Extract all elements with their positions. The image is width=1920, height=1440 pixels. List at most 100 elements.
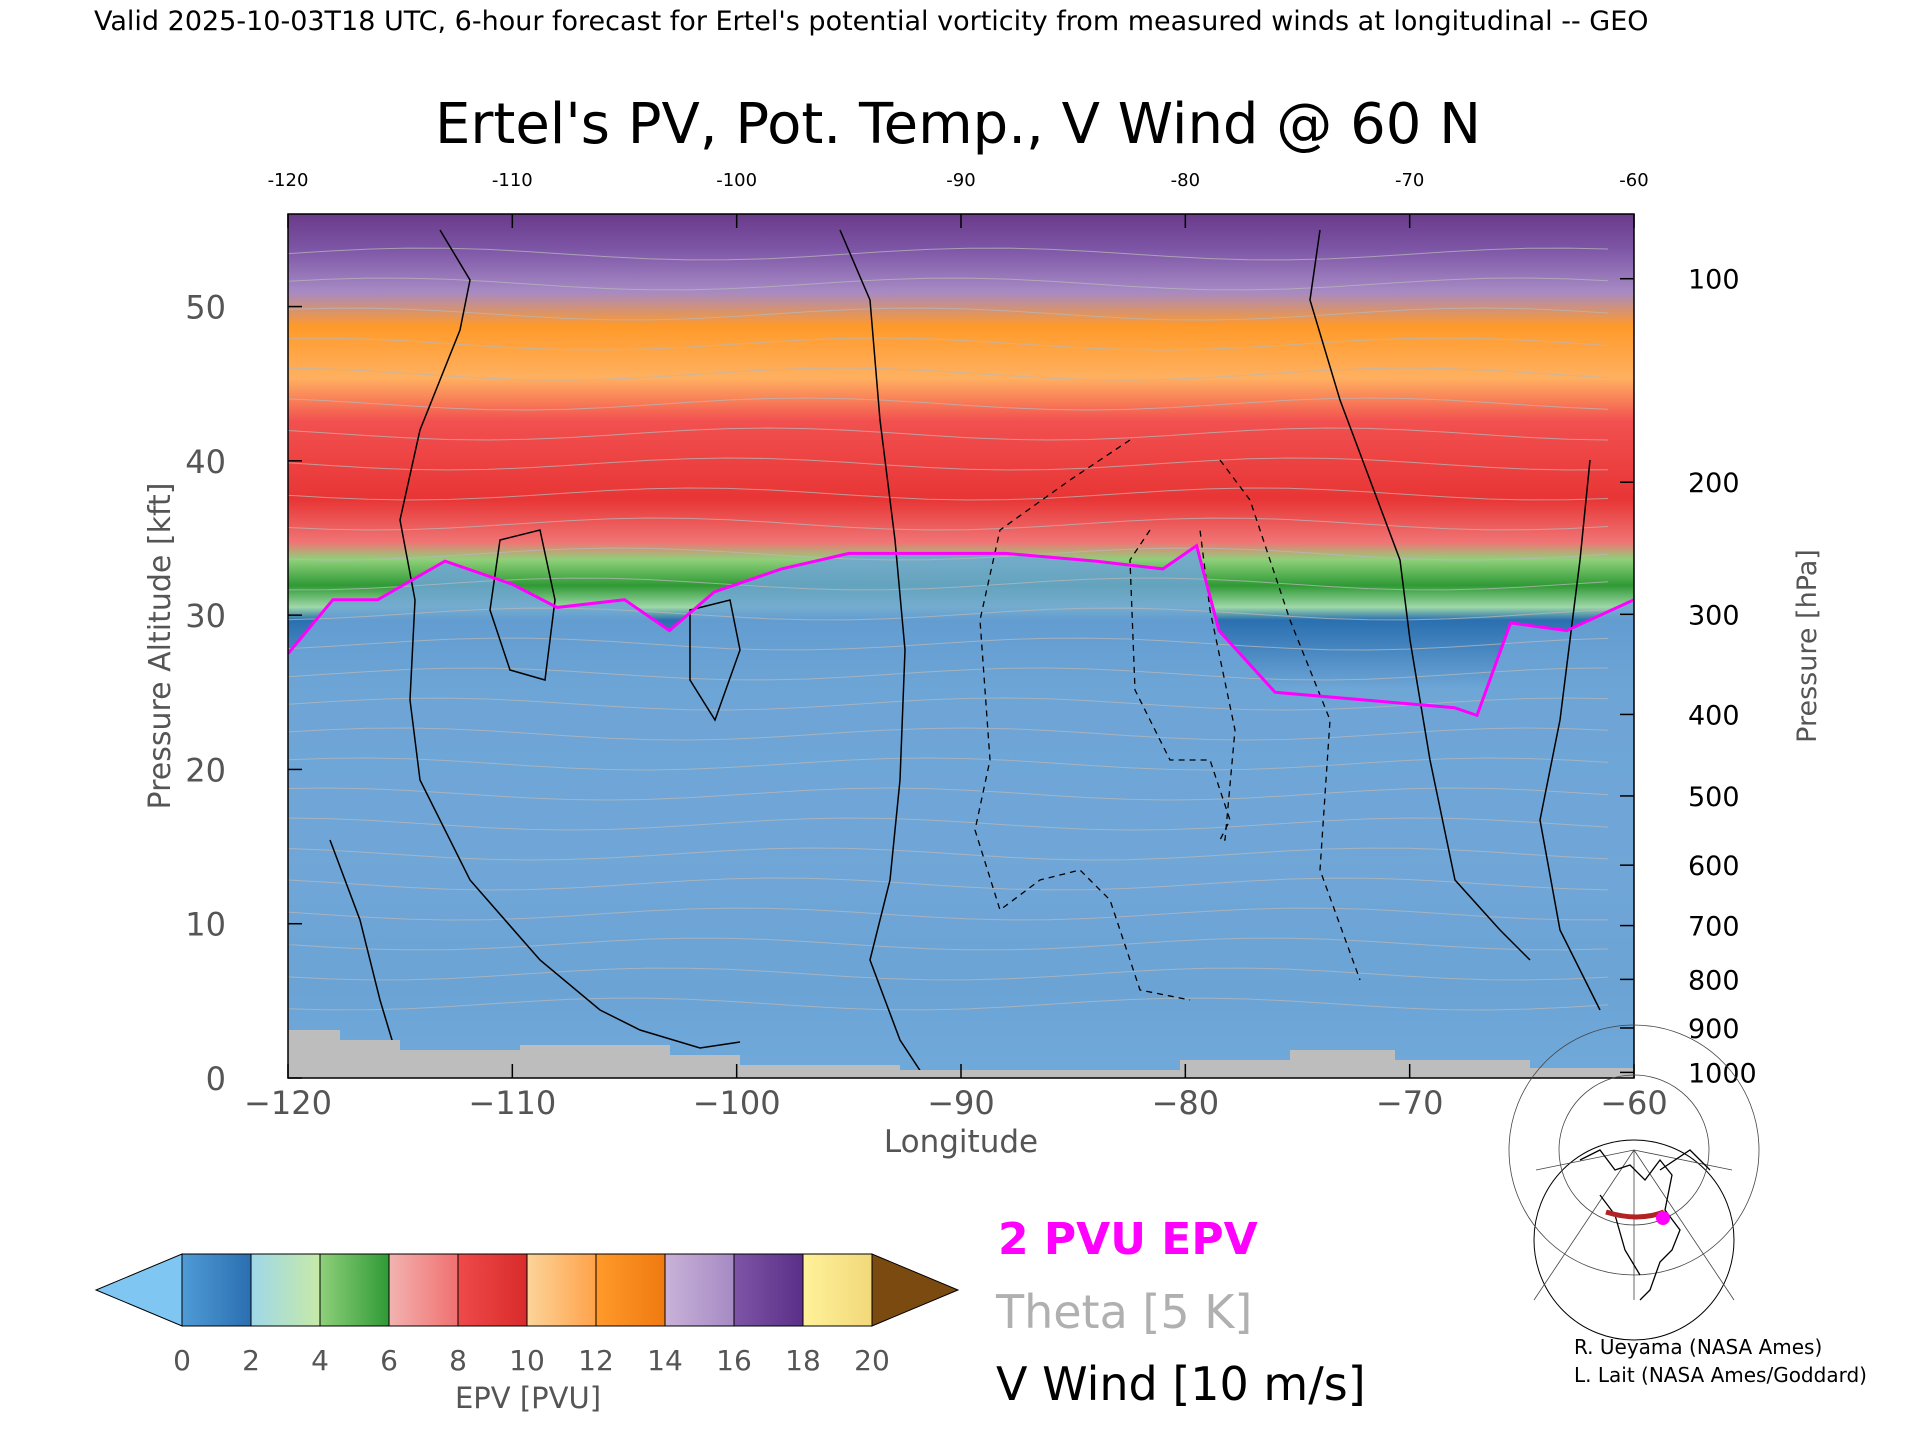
v-wind-contour-line <box>489 529 556 681</box>
x-tick-label: −60 <box>1600 1084 1668 1122</box>
x-top-tick-label: -60 <box>1619 170 1648 191</box>
locator-map-graticule <box>1508 1024 1760 1301</box>
theta-contour-line <box>288 277 1609 291</box>
theta-contour-line <box>288 847 1609 861</box>
theta-contours <box>288 247 1609 1011</box>
colorbar-under-arrow <box>94 1253 183 1327</box>
colorbar: 0 2 4 6 8 10 12 14 16 18 20 <box>94 1253 960 1377</box>
locator-map-marker <box>1656 1211 1670 1225</box>
theta-contour-line <box>288 517 1609 531</box>
y-tick-label: 0 <box>206 1060 226 1098</box>
pressure-axis-ticks: 100 200 300 400 500 600 700 800 900 1000 <box>1620 265 1757 1089</box>
x-top-tick-label: -120 <box>268 170 309 191</box>
legend-v-wind: V Wind [10 m/s] <box>996 1357 1366 1411</box>
colorbar-bin <box>181 1253 252 1327</box>
x-tick-label: −80 <box>1152 1084 1220 1122</box>
colorbar-tick-label: 16 <box>716 1344 752 1377</box>
x-axis-label: Longitude <box>884 1124 1038 1160</box>
theta-contour-line <box>288 907 1609 921</box>
theta-contour-line <box>288 757 1609 771</box>
colorbar-bin <box>664 1253 735 1327</box>
theta-contour-line <box>288 247 1609 261</box>
y-tick-label: 10 <box>185 906 226 944</box>
theta-contour-line <box>288 487 1609 501</box>
colorbar-bin <box>526 1253 597 1327</box>
v-wind-contour-line <box>399 229 741 1049</box>
v-wind-contour-line <box>329 839 396 1051</box>
v-wind-contour-line <box>689 599 741 722</box>
colorbar-bin <box>250 1253 321 1327</box>
theta-contour-line <box>288 937 1609 951</box>
theta-contour-line <box>288 817 1609 831</box>
pressure-tick-label: 1000 <box>1688 1058 1757 1089</box>
theta-contour-line <box>288 367 1609 381</box>
y-axis-label: Pressure Altitude [kft] <box>143 483 178 810</box>
colorbar-bin <box>457 1253 528 1327</box>
colorbar-tick-label: 12 <box>578 1344 614 1377</box>
v-wind-contours <box>329 229 1601 1078</box>
v-wind-contour-dashed <box>1219 459 1361 981</box>
theta-contour-line <box>288 547 1609 561</box>
pressure-tick-label: 500 <box>1688 782 1740 813</box>
x-top-tick-label: -110 <box>492 170 533 191</box>
colorbar-tick-label: 6 <box>380 1344 398 1377</box>
colorbar-tick-label: 18 <box>785 1344 821 1377</box>
colorbar-bin <box>388 1253 459 1327</box>
theta-contour-line <box>288 607 1609 621</box>
colorbar-bin <box>595 1253 666 1327</box>
y-axis-right-label: Pressure [hPa] <box>1792 549 1823 743</box>
theta-contour-line <box>288 967 1609 981</box>
v-wind-contour-line <box>1309 229 1531 961</box>
colorbar-tick-label: 0 <box>173 1344 191 1377</box>
theta-contour-line <box>288 457 1609 471</box>
legend-2pvu: 2 PVU EPV <box>998 1214 1258 1265</box>
theta-contour-line <box>288 877 1609 891</box>
theta-contour-line <box>288 637 1609 651</box>
y-tick-label: 40 <box>185 443 226 481</box>
y-tick-label: 50 <box>185 289 226 327</box>
troposphere-fill <box>288 545 1634 1078</box>
theta-contour-line <box>288 397 1609 411</box>
theta-contour-line <box>288 727 1609 741</box>
pressure-tick-label: 800 <box>1688 965 1740 996</box>
y-tick-label: 30 <box>185 597 226 635</box>
colorbar-tick-label: 14 <box>647 1344 683 1377</box>
colorbar-tick-label: 20 <box>854 1344 890 1377</box>
x-top-tick-label: -80 <box>1171 170 1200 191</box>
colorbar-label: EPV [PVU] <box>455 1381 601 1415</box>
x-axis-top-ticks: -120 -110 -100 -90 -80 -70 -60 <box>268 170 1649 228</box>
2pvu-contour-line <box>288 543 1634 718</box>
theta-contour-line <box>288 697 1609 711</box>
pressure-tick-label: 900 <box>1688 1014 1740 1045</box>
locator-map-coastline <box>1579 1149 1711 1301</box>
pv-field <box>288 214 1634 1078</box>
credit-line-1: R. Ueyama (NASA Ames) <box>1574 1335 1822 1359</box>
x-top-tick-label: -90 <box>946 170 975 191</box>
v-wind-contour-line <box>839 229 926 1078</box>
colorbar-tick-label: 4 <box>311 1344 329 1377</box>
x-tick-label: −120 <box>244 1084 332 1122</box>
v-wind-contour-dashed <box>974 439 1191 1001</box>
colorbar-bin <box>733 1253 804 1327</box>
theta-contour-line <box>288 577 1609 591</box>
colorbar-over-arrow <box>871 1253 960 1327</box>
x-tick-label: −90 <box>927 1084 995 1122</box>
theta-contour-line <box>288 337 1609 351</box>
colorbar-tick-label: 2 <box>242 1344 260 1377</box>
theta-contour-line <box>288 307 1609 321</box>
pressure-tick-label: 300 <box>1688 600 1740 631</box>
theta-contour-line <box>288 667 1609 681</box>
theta-contour-line <box>288 787 1609 801</box>
x-top-tick-label: -70 <box>1395 170 1424 191</box>
y-axis-ticks: 0 10 20 30 40 50 <box>185 289 302 1098</box>
theta-contour-line <box>288 997 1609 1011</box>
theta-contour-line <box>288 427 1609 441</box>
x-tick-label: −70 <box>1376 1084 1444 1122</box>
pressure-tick-label: 700 <box>1688 912 1740 943</box>
x-axis-ticks: −120 −110 −100 −90 −80 −70 −60 <box>244 1064 1668 1122</box>
colorbar-tick-label: 10 <box>509 1344 545 1377</box>
chart-title: Ertel's PV, Pot. Temp., V Wind @ 60 N <box>435 92 1481 157</box>
pressure-tick-label: 200 <box>1688 468 1740 499</box>
terrain <box>288 1030 1634 1078</box>
